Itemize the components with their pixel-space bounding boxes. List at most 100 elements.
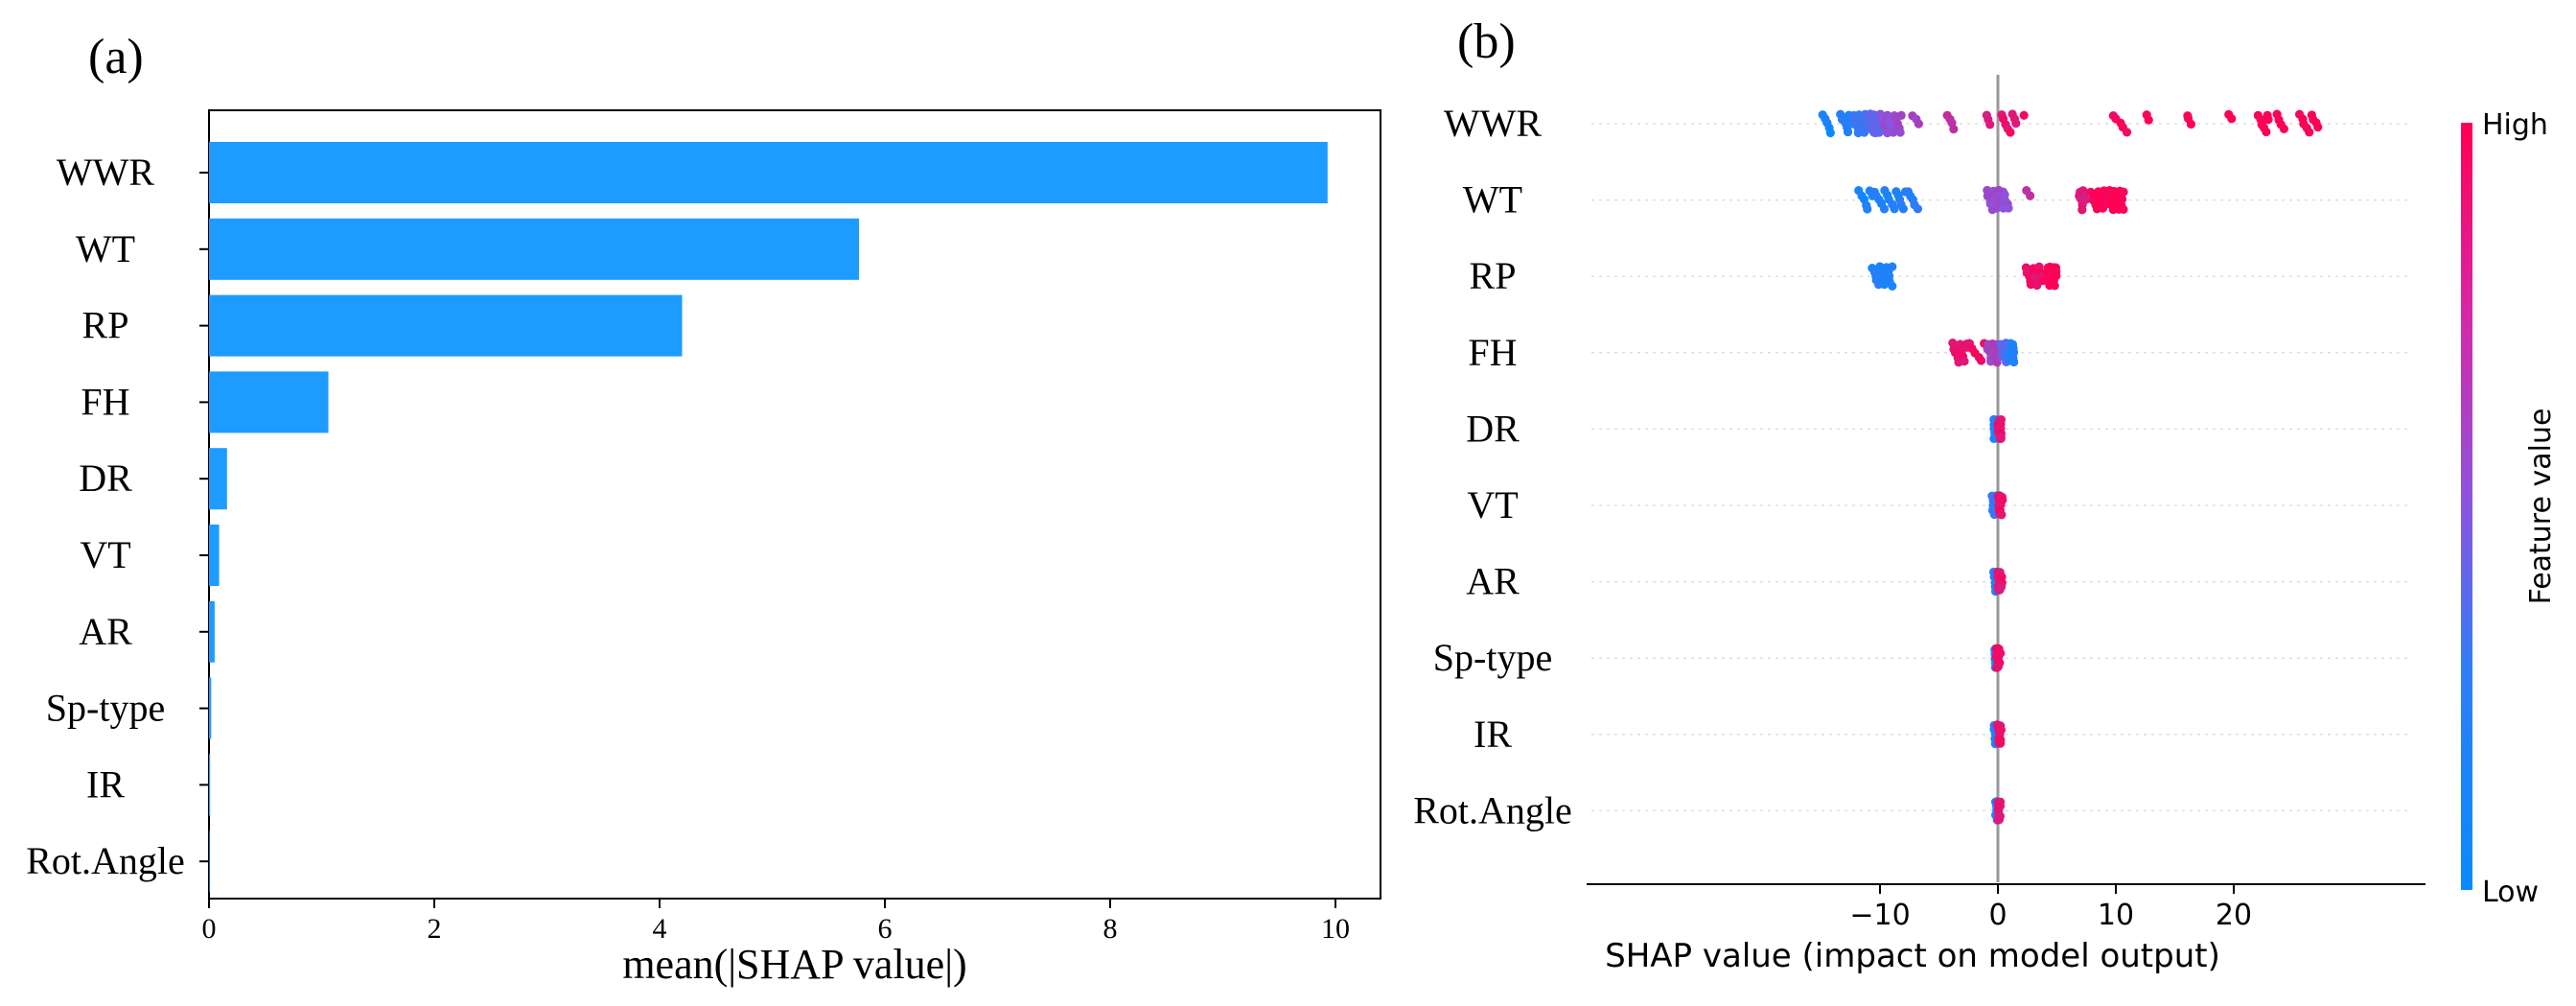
y-tick-label: Rot.Angle xyxy=(26,839,185,882)
y-tick-label: WWR xyxy=(57,151,155,194)
shap-point xyxy=(1993,662,2004,671)
shap-point xyxy=(1995,801,2006,810)
bar-rp xyxy=(209,294,683,357)
shap-point xyxy=(2052,271,2061,281)
shap-point xyxy=(2122,128,2132,137)
shap-point xyxy=(2050,281,2059,291)
shap-point xyxy=(2305,128,2314,137)
shap-point xyxy=(1985,120,1995,129)
bar-rot-angle xyxy=(209,831,210,893)
x-tick-label: 0 xyxy=(202,913,217,945)
y-tick-label: IR xyxy=(86,762,125,806)
bar-dr xyxy=(209,448,227,510)
shap-point xyxy=(2144,115,2153,125)
shap-point xyxy=(2019,110,2029,120)
shap-point xyxy=(2119,204,2128,214)
feature-label: FH xyxy=(1468,331,1517,374)
shap-point xyxy=(2004,203,2013,213)
shap-point xyxy=(1895,128,1905,137)
colorbar-low-label: Low xyxy=(2482,876,2539,909)
shap-point xyxy=(1998,495,2007,505)
shap-point xyxy=(2037,276,2048,286)
shap-point xyxy=(1898,204,1908,214)
panel-a-bar-chart: (a) WWR WT RP FH DR VT AR Sp-type IR Rot.Angle 0 2… xyxy=(26,30,1381,988)
shap-point xyxy=(2279,124,2288,133)
x-tick-label: 2 xyxy=(428,913,442,945)
shap-point xyxy=(1996,648,2006,658)
y-tick-label: FH xyxy=(81,380,129,423)
y-tick-label: Sp-type xyxy=(46,687,165,730)
shap-point xyxy=(2263,115,2273,125)
shap-point xyxy=(1996,725,2007,735)
y-tick-label: AR xyxy=(79,610,132,653)
feature-label: IR xyxy=(1474,713,1512,756)
shap-point xyxy=(2313,123,2323,132)
shap-point xyxy=(1888,281,1897,291)
shap-point xyxy=(1914,119,1923,129)
y-tick-label: DR xyxy=(79,456,132,500)
bar-vt xyxy=(209,525,220,586)
panel-a-xlabel: mean(|SHAP value|) xyxy=(622,941,966,988)
x-tick-label: 20 xyxy=(2216,899,2252,932)
bar-wwr xyxy=(209,142,1328,203)
shap-point xyxy=(2081,195,2091,204)
shap-point xyxy=(1997,581,2007,592)
x-tick-label: 10 xyxy=(2098,899,2134,932)
shap-point xyxy=(1863,204,1872,214)
y-tick-label: RP xyxy=(82,304,129,347)
y-tick-label: WT xyxy=(76,227,135,270)
colorbar xyxy=(2461,123,2472,890)
shap-point xyxy=(1843,127,1853,137)
feature-label: WT xyxy=(1463,178,1522,222)
shap-point xyxy=(1976,356,1986,365)
colorbar-title: Feature value xyxy=(2524,409,2558,605)
bar-ir xyxy=(209,754,211,816)
panel-b-label: (b) xyxy=(1457,14,1516,69)
feature-label: Rot.Angle xyxy=(1413,788,1572,831)
shap-point xyxy=(2011,119,2021,129)
shap-point xyxy=(2006,128,2015,137)
shap-point xyxy=(2119,187,2128,197)
shap-point xyxy=(1997,510,2007,520)
shap-point xyxy=(2025,191,2035,200)
x-tick-label: 6 xyxy=(878,913,893,945)
shap-point xyxy=(1996,414,2007,425)
shap-point xyxy=(1949,124,1959,134)
shap-point xyxy=(1874,128,1884,137)
shap-point xyxy=(1994,815,2005,825)
y-tick-label: VT xyxy=(80,533,130,576)
shap-point xyxy=(2262,127,2271,137)
shap-point xyxy=(2227,114,2237,124)
x-tick-label: 10 xyxy=(1321,913,1350,945)
bar-wt xyxy=(209,218,859,280)
x-tick-label: 0 xyxy=(1988,899,2007,932)
shap-point xyxy=(1890,204,1899,214)
x-tick-label: 4 xyxy=(653,913,667,945)
feature-label: VT xyxy=(1467,483,1518,526)
bar-ar xyxy=(209,600,215,663)
feature-label: Sp-type xyxy=(1433,636,1552,679)
feature-label: AR xyxy=(1466,560,1520,603)
colorbar-high-label: High xyxy=(2482,108,2548,142)
shap-point xyxy=(2186,119,2196,129)
panel-b-xlabel: SHAP value (impact on model output) xyxy=(1605,937,2220,975)
shap-point xyxy=(1896,110,1906,120)
shap-point xyxy=(2009,357,2019,367)
feature-label: RP xyxy=(1470,254,1517,297)
panel-a-label: (a) xyxy=(88,30,144,84)
shap-point xyxy=(2077,205,2087,215)
x-tick-label: −10 xyxy=(1849,899,1910,932)
shap-point xyxy=(1996,738,2006,748)
bar-sp-type xyxy=(209,677,212,739)
bar-fh xyxy=(209,371,329,433)
shap-point xyxy=(1960,357,1969,366)
shap-point xyxy=(1888,262,1897,271)
shap-point xyxy=(1825,128,1835,138)
x-tick-label: 8 xyxy=(1103,913,1118,945)
shap-point xyxy=(1996,433,2006,442)
feature-label: DR xyxy=(1466,407,1520,450)
panel-b-beeswarm-chart: (b) WWR WT RP FH DR VT AR Sp-type IR Rot.Angle −1… xyxy=(1413,14,2558,975)
feature-label: WWR xyxy=(1444,102,1543,145)
shap-point xyxy=(1879,204,1890,214)
